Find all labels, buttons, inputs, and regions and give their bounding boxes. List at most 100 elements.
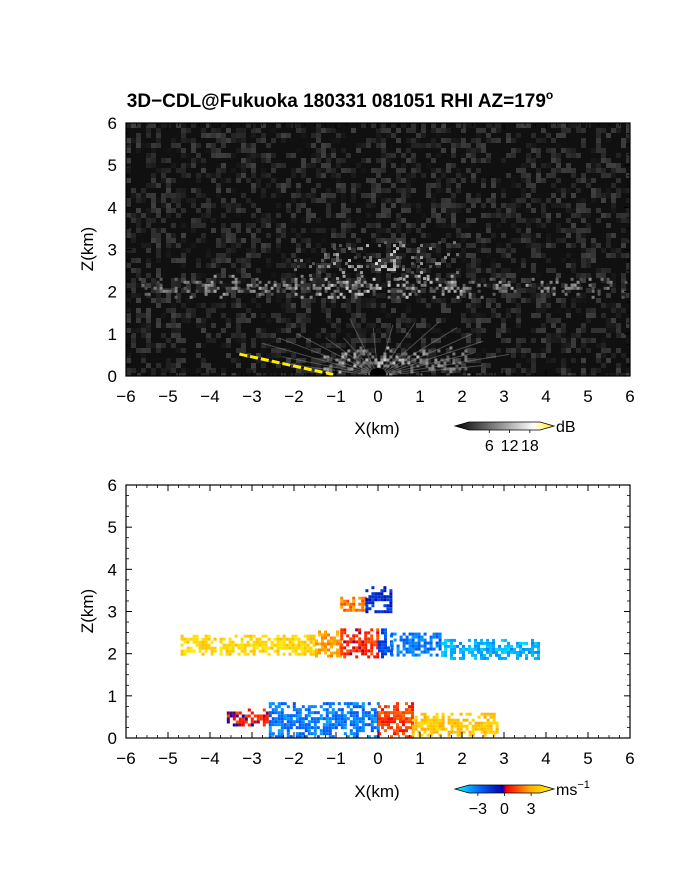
reflectivity-noise-cell — [146, 263, 151, 268]
reflectivity-noise-cell — [436, 263, 441, 268]
reflectivity-noise-cell — [511, 293, 516, 298]
reflectivity-noise-cell — [601, 158, 606, 163]
reflectivity-noise-cell — [551, 173, 556, 178]
reflectivity-noise-cell — [576, 308, 581, 313]
reflectivity-noise-cell — [186, 248, 191, 253]
velocity-cell — [343, 646, 347, 650]
reflectivity-echo-cell — [393, 277, 397, 281]
reflectivity-noise-cell — [486, 363, 491, 368]
reflectivity-noise-cell — [486, 373, 491, 376]
velocity-cell — [292, 720, 296, 724]
reflectivity-noise-cell — [381, 163, 386, 168]
reflectivity-noise-cell — [266, 173, 271, 178]
reflectivity-echo-cell — [329, 370, 333, 374]
velocity-cell — [337, 720, 341, 724]
velocity-cell — [468, 712, 472, 716]
velocity-cell — [355, 628, 359, 632]
reflectivity-noise-cell — [256, 238, 261, 243]
reflectivity-noise-cell — [601, 363, 606, 368]
reflectivity-noise-cell — [381, 303, 386, 308]
velocity-cell — [486, 644, 489, 648]
reflectivity-noise-cell — [501, 203, 506, 208]
reflectivity-echo-cell — [396, 256, 399, 260]
velocity-cell — [405, 720, 408, 724]
reflectivity-noise-cell — [561, 328, 566, 333]
reflectivity-noise-cell — [571, 228, 576, 233]
velocity-cell — [411, 733, 415, 737]
velocity-cell — [504, 644, 507, 648]
reflectivity-echo-cell — [393, 262, 396, 266]
reflectivity-noise-cell — [346, 228, 351, 233]
reflectivity-noise-cell — [406, 223, 411, 228]
reflectivity-noise-cell — [186, 153, 191, 158]
reflectivity-noise-cell — [156, 363, 161, 368]
reflectivity-echo-cell — [504, 289, 508, 293]
reflectivity-noise-cell — [401, 313, 406, 318]
reflectivity-noise-cell — [326, 128, 331, 133]
velocity-cell — [399, 714, 402, 718]
reflectivity-noise-cell — [316, 373, 321, 376]
velocity-cell — [328, 702, 332, 706]
velocity-cell — [249, 637, 253, 641]
reflectivity-noise-cell — [186, 313, 191, 318]
reflectivity-echo-cell — [395, 358, 399, 362]
reflectivity-noise-cell — [321, 268, 326, 273]
reflectivity-noise-cell — [431, 168, 436, 173]
reflectivity-noise-cell — [451, 193, 456, 198]
velocity-cell — [313, 705, 317, 709]
reflectivity-noise-cell — [241, 143, 246, 148]
reflectivity-noise-cell — [131, 288, 136, 293]
reflectivity-noise-cell — [481, 268, 486, 273]
velocity-cell — [310, 726, 314, 730]
reflectivity-noise-cell — [296, 188, 301, 193]
velocity-cell — [507, 653, 510, 657]
reflectivity-noise-cell — [216, 148, 221, 153]
reflectivity-noise-cell — [181, 133, 186, 138]
reflectivity-noise-cell — [386, 333, 391, 338]
reflectivity-echo-cell — [464, 367, 468, 371]
reflectivity-echo-cell — [456, 295, 460, 299]
reflectivity-noise-cell — [541, 323, 546, 328]
reflectivity-noise-cell — [296, 333, 301, 338]
velocity-cell — [471, 718, 475, 722]
reflectivity-noise-cell — [356, 143, 361, 148]
reflectivity-xtick-label: 2 — [457, 387, 466, 406]
reflectivity-noise-cell — [381, 323, 386, 328]
reflectivity-noise-cell — [461, 373, 466, 376]
reflectivity-noise-cell — [281, 318, 286, 323]
reflectivity-noise-cell — [271, 128, 276, 133]
reflectivity-echo-cell — [429, 265, 432, 269]
reflectivity-noise-cell — [471, 273, 476, 278]
reflectivity-noise-cell — [506, 203, 511, 208]
reflectivity-noise-cell — [166, 238, 171, 243]
reflectivity-noise-cell — [516, 283, 521, 288]
velocity-cell — [376, 634, 380, 638]
velocity-cell — [310, 705, 314, 709]
reflectivity-noise-cell — [386, 243, 391, 248]
velocity-cell — [321, 639, 324, 643]
velocity-cell — [277, 720, 281, 724]
velocity-cell — [365, 604, 369, 608]
reflectivity-noise-cell — [436, 178, 441, 183]
velocity-cell — [450, 724, 454, 728]
reflectivity-noise-cell — [211, 218, 216, 223]
reflectivity-noise-cell — [496, 263, 501, 268]
velocity-cell — [534, 641, 537, 645]
reflectivity-noise-cell — [466, 268, 471, 273]
velocity-cell — [346, 602, 350, 606]
velocity-cell — [291, 646, 295, 650]
reflectivity-noise-cell — [331, 343, 336, 348]
reflectivity-echo-cell — [240, 289, 244, 293]
reflectivity-noise-cell — [586, 288, 591, 293]
reflectivity-noise-cell — [551, 323, 556, 328]
reflectivity-noise-cell — [136, 198, 141, 203]
reflectivity-noise-cell — [351, 173, 356, 178]
reflectivity-noise-cell — [556, 368, 561, 373]
reflectivity-noise-cell — [311, 363, 316, 368]
reflectivity-noise-cell — [606, 158, 611, 163]
reflectivity-echo-cell — [204, 283, 208, 287]
reflectivity-noise-cell — [336, 173, 341, 178]
reflectivity-noise-cell — [576, 238, 581, 243]
reflectivity-noise-cell — [321, 198, 326, 203]
